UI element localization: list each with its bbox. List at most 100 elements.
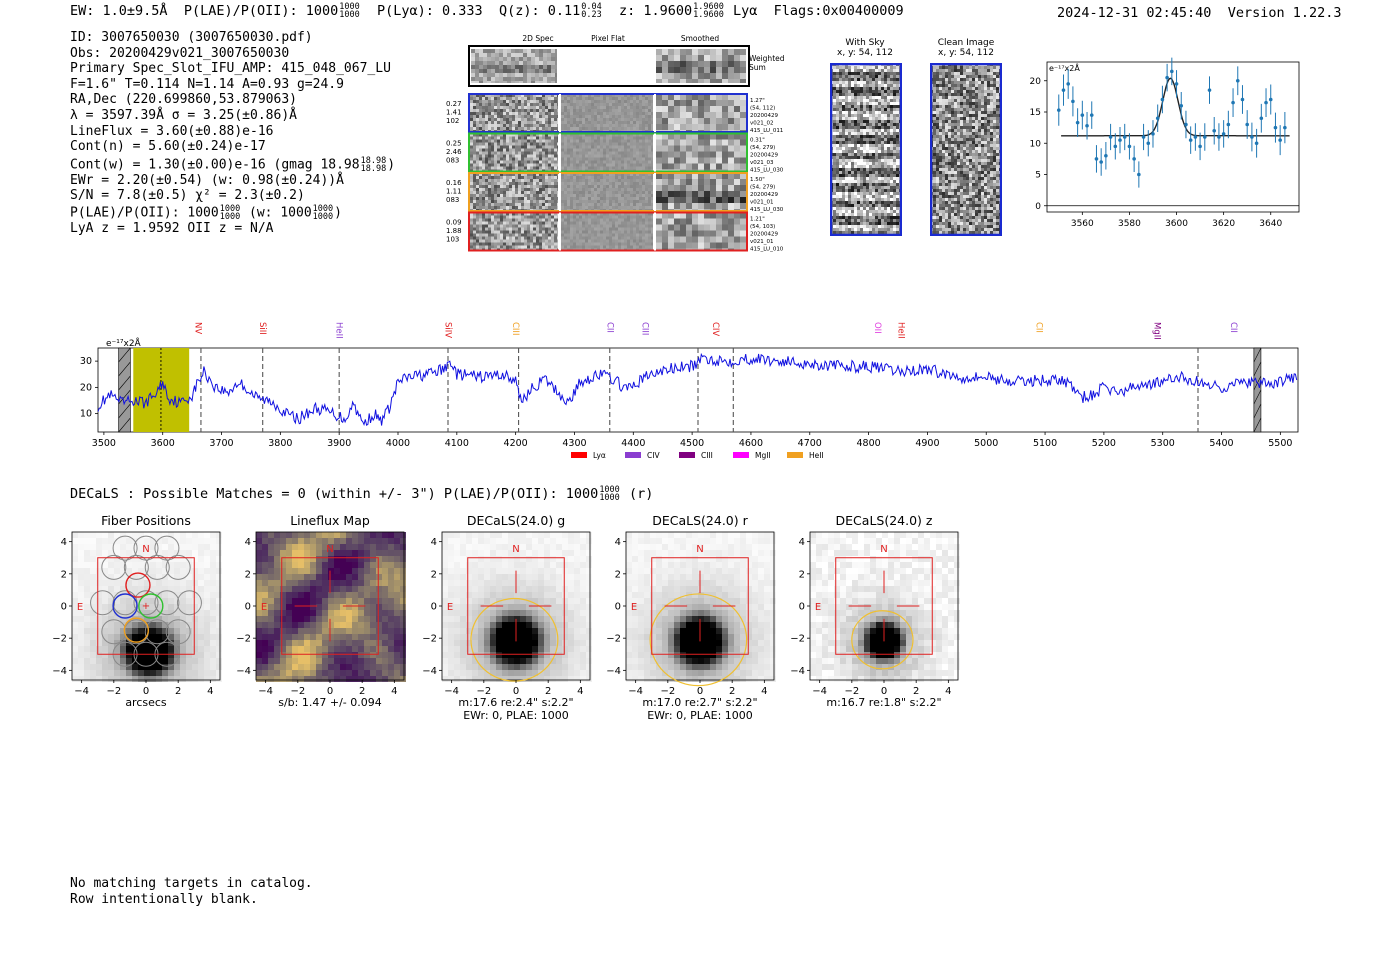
cutout-flat-pixel bbox=[564, 103, 567, 106]
cutout-smooth-pixel bbox=[668, 203, 674, 209]
sky-pixel bbox=[875, 150, 878, 153]
cutout-2d-pixel bbox=[473, 176, 476, 179]
cutout-flat-pixel bbox=[579, 133, 582, 137]
cutout-smooth-pixel bbox=[704, 212, 710, 219]
cutout-flat-pixel bbox=[651, 185, 653, 188]
cutout-2d-pixel bbox=[551, 142, 554, 146]
weighted-smooth-pixel bbox=[686, 67, 692, 73]
cutout-2d-pixel bbox=[551, 103, 554, 106]
sky-pixel bbox=[848, 162, 851, 165]
cutout-2d-pixel bbox=[530, 154, 533, 158]
weighted-2d-pixel bbox=[531, 77, 535, 81]
sky-pixel bbox=[893, 180, 896, 183]
cutout-2d-pixel bbox=[521, 191, 524, 194]
sky-pixel bbox=[881, 102, 884, 105]
cutout-flat-pixel bbox=[606, 160, 609, 164]
sky-pixel bbox=[896, 165, 899, 168]
sky-pixel bbox=[845, 78, 848, 81]
cutout-flat-pixel bbox=[576, 142, 579, 146]
cutout-smooth-pixel bbox=[740, 197, 746, 203]
weighted-2d-pixel bbox=[483, 61, 487, 65]
cutout-2d-pixel bbox=[554, 233, 557, 237]
weighted-2d-pixel bbox=[483, 77, 487, 81]
cutout-flat-pixel bbox=[624, 197, 627, 200]
cutout-flat-pixel bbox=[648, 203, 651, 206]
cutout-flat-pixel bbox=[606, 145, 609, 149]
cutout-2d-pixel bbox=[539, 224, 542, 228]
cutout-flat-pixel bbox=[594, 236, 597, 240]
cutout-2d-pixel bbox=[518, 97, 521, 100]
cutout-smooth-pixel bbox=[668, 163, 674, 170]
sky-pixel bbox=[845, 132, 848, 135]
cutout-2d-pixel bbox=[539, 145, 542, 149]
sky-pixel bbox=[896, 156, 899, 159]
clean-xy: x, y: 54, 112 bbox=[938, 48, 994, 58]
cutout-flat-pixel bbox=[627, 166, 630, 170]
cutout-2d-pixel bbox=[488, 97, 491, 100]
cutout-2d-pixel bbox=[485, 194, 488, 197]
cutout-2d-pixel bbox=[548, 133, 551, 137]
sky-pixel bbox=[839, 126, 842, 129]
sky-pixel bbox=[884, 183, 887, 186]
cutout-flat-pixel bbox=[618, 188, 621, 191]
sky-pixel bbox=[863, 165, 866, 168]
cutout-flat-pixel bbox=[597, 188, 600, 191]
cutout-2d-pixel bbox=[503, 218, 506, 222]
cutout-flat-pixel bbox=[633, 103, 636, 106]
sky-pixel bbox=[887, 99, 890, 102]
sky-pixel bbox=[857, 180, 860, 183]
cutout-2d-pixel bbox=[536, 109, 539, 112]
sky-pixel bbox=[869, 69, 872, 72]
cutout-flat-pixel bbox=[612, 215, 615, 219]
sky-pixel bbox=[896, 132, 899, 135]
cutout-flat-pixel bbox=[627, 148, 630, 152]
cutout-flat-pixel bbox=[588, 191, 591, 194]
cutout-2d-pixel bbox=[491, 176, 494, 179]
cutout-2d-pixel bbox=[503, 94, 506, 97]
cutout-2d-pixel bbox=[536, 197, 539, 200]
cutout-flat-pixel bbox=[561, 188, 564, 191]
cutout-flat-pixel bbox=[564, 227, 567, 231]
cutout-2d-pixel bbox=[485, 182, 488, 185]
cutout-2d-pixel bbox=[503, 157, 506, 161]
cutout-smooth-pixel bbox=[692, 203, 698, 209]
weighted-smooth-pixel bbox=[692, 49, 698, 55]
cutout-flat-pixel bbox=[579, 94, 582, 97]
cutout-2d-pixel bbox=[500, 200, 503, 203]
cutout-2d-pixel bbox=[536, 163, 539, 167]
sky-pixel bbox=[887, 87, 890, 90]
cutout-flat-pixel bbox=[627, 139, 630, 143]
cutout-2d-pixel bbox=[554, 136, 557, 140]
cutout-2d-pixel bbox=[515, 94, 518, 97]
cutout-flat-pixel bbox=[579, 200, 582, 203]
sky-pixel bbox=[896, 87, 899, 90]
cutout-2d-pixel bbox=[545, 151, 548, 155]
cutout-2d-pixel bbox=[497, 154, 500, 158]
weighted-2d-pixel bbox=[539, 73, 543, 77]
sky-pixel bbox=[854, 141, 857, 144]
weighted-2d-pixel bbox=[503, 53, 507, 57]
cutout-flat-pixel bbox=[600, 191, 603, 194]
cutout-2d-pixel bbox=[542, 218, 545, 222]
cutout-flat-pixel bbox=[642, 218, 645, 222]
cutout-2d-pixel bbox=[533, 242, 536, 246]
cutout-2d-pixel bbox=[491, 227, 494, 231]
cutout-2d-pixel bbox=[521, 200, 524, 203]
sky-pixel bbox=[866, 81, 869, 84]
cutout-2d-pixel bbox=[530, 176, 533, 179]
cutout-2d-pixel bbox=[554, 148, 557, 152]
cutout-flat-pixel bbox=[591, 139, 594, 143]
sky-pixel bbox=[845, 183, 848, 186]
weighted-2d-pixel bbox=[519, 69, 523, 73]
cutout-flat-pixel bbox=[636, 233, 639, 237]
cutout-flat-pixel bbox=[639, 200, 642, 203]
cutout-flat-pixel bbox=[567, 142, 570, 146]
cutout-flat-pixel bbox=[576, 245, 579, 249]
cutout-smooth-pixel bbox=[680, 191, 686, 197]
weighted-2d-pixel bbox=[491, 69, 495, 73]
cutout-2d-pixel bbox=[497, 109, 500, 112]
sky-pixel bbox=[893, 120, 896, 123]
sky-pixel bbox=[848, 183, 851, 186]
cutout-2d-pixel bbox=[476, 94, 479, 97]
cutout-flat-pixel bbox=[636, 215, 639, 219]
